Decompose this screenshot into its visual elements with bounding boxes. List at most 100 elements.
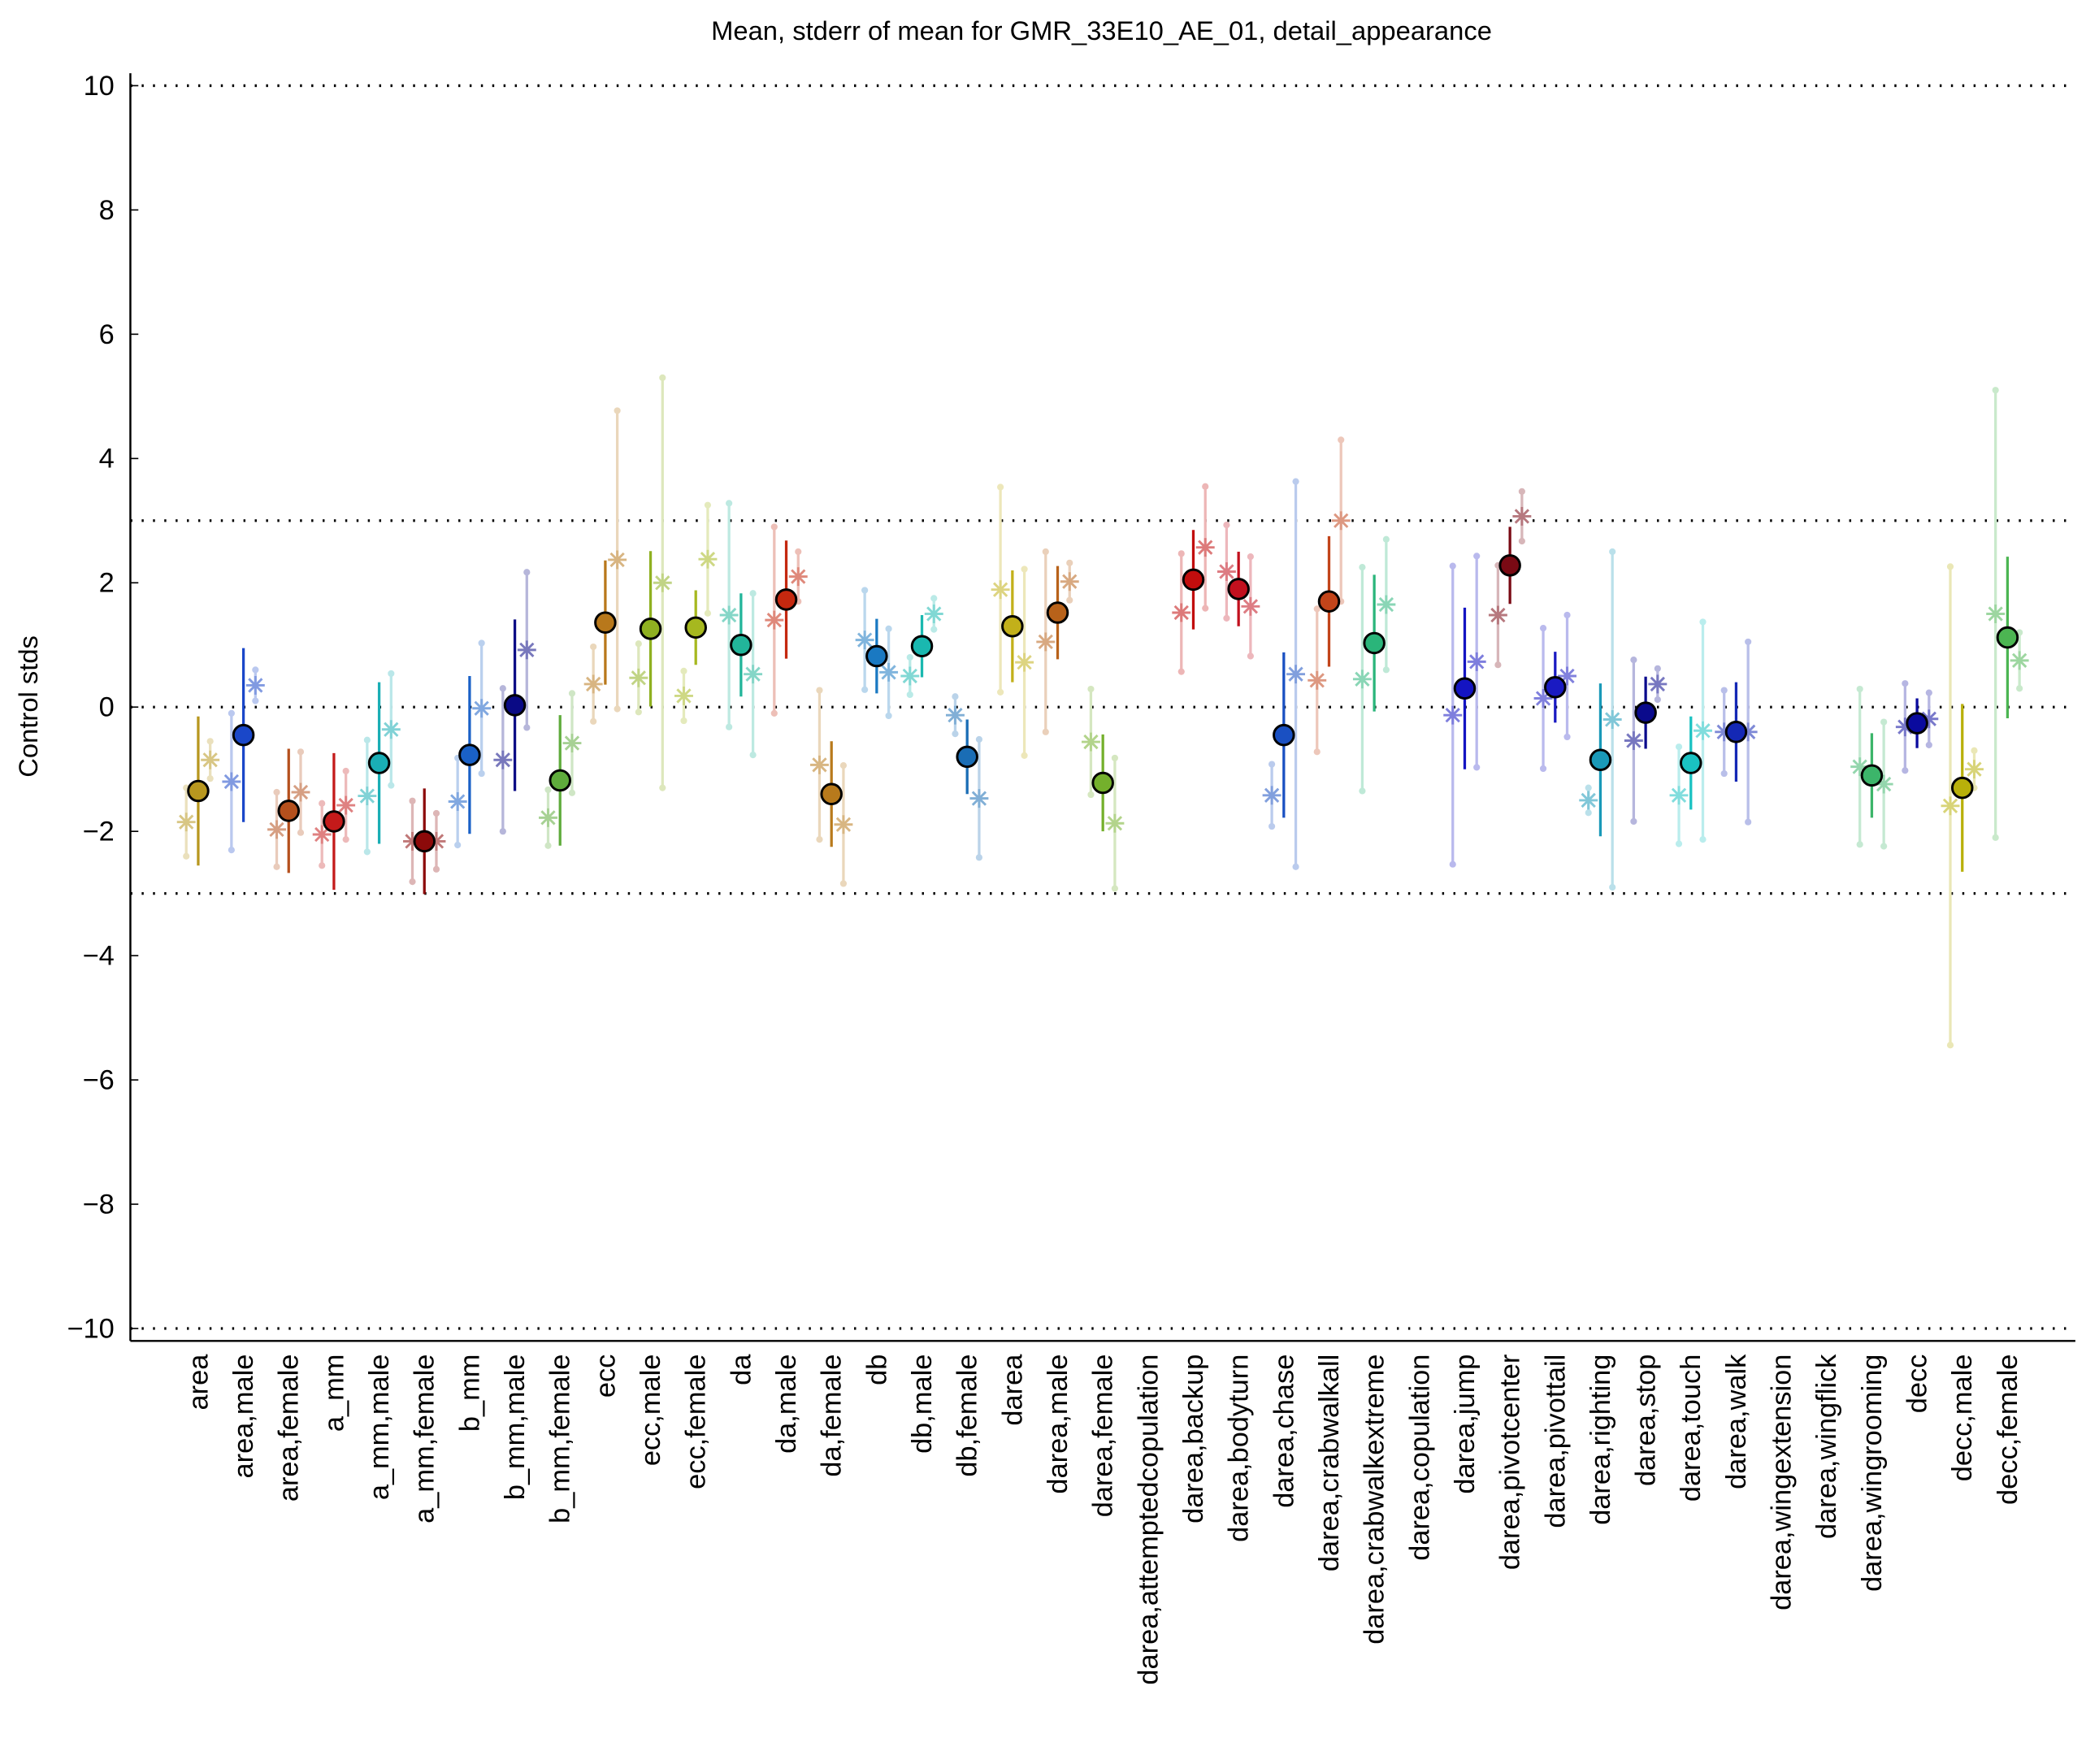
sub-error-cap — [1021, 752, 1028, 759]
star-marker — [1377, 595, 1396, 614]
sub-error-cap — [590, 717, 597, 725]
y-tick-label: −2 — [83, 817, 115, 847]
sub-error-cap — [273, 863, 280, 870]
star-marker — [562, 734, 582, 753]
x-tick-label: darea,touch — [1676, 1354, 1707, 1502]
mean-marker — [1498, 554, 1521, 577]
sub-error-cap — [432, 809, 440, 817]
sub-error-cap — [1880, 843, 1888, 850]
star-marker — [2010, 651, 2029, 670]
x-tick-label: a_mm — [319, 1354, 349, 1432]
sub-error-cap — [1609, 883, 1616, 891]
sub-error-cap — [795, 548, 802, 556]
sub-error-cap — [726, 723, 733, 730]
star-marker — [1308, 670, 1327, 690]
star-marker — [472, 699, 492, 718]
sub-error-cap — [1111, 885, 1118, 892]
star-marker — [1081, 732, 1100, 752]
y-tick-label: −8 — [83, 1190, 115, 1220]
mean-marker — [1046, 601, 1069, 624]
sub-error-cap — [1902, 767, 1909, 774]
sub-error-cap — [319, 862, 326, 869]
mean-marker — [910, 635, 934, 658]
x-tick-label: ecc,female — [681, 1354, 712, 1489]
star-marker — [1262, 786, 1282, 805]
sub-error-cap — [906, 653, 913, 661]
sub-error-cap — [432, 865, 440, 873]
mean-marker — [1680, 752, 1702, 774]
sub-error-cap — [1699, 836, 1707, 843]
x-tick-label: area,male — [228, 1354, 259, 1479]
star-marker — [1172, 603, 1191, 622]
sub-error-cap — [680, 717, 687, 725]
sub-error-cap — [297, 829, 305, 836]
sub-error-cap — [1992, 387, 1999, 394]
star-marker — [245, 675, 265, 695]
x-tick-label: darea,wingflick — [1811, 1354, 1842, 1539]
sub-error-cap — [1268, 822, 1276, 830]
mean-marker — [323, 810, 345, 833]
sub-error-cap — [499, 685, 506, 692]
sub-error-cap — [997, 688, 1004, 696]
x-tick-label: darea,female — [1088, 1354, 1119, 1518]
star-marker — [201, 750, 220, 769]
x-tick-label: area — [183, 1354, 214, 1411]
star-marker — [1624, 731, 1643, 750]
sub-error-cap — [1359, 787, 1366, 795]
mean-marker — [730, 633, 752, 657]
sub-error-cap — [770, 709, 778, 717]
mean-marker — [187, 779, 210, 803]
sub-error-cap — [839, 762, 848, 769]
sub-error-cap — [659, 374, 666, 381]
x-tick-label: ecc,male — [635, 1354, 666, 1467]
sub-error-cap — [297, 748, 305, 756]
sub-error-cap — [1449, 860, 1456, 868]
star-marker — [1488, 605, 1507, 625]
sub-error-cap — [1630, 657, 1637, 664]
sub-error-cap — [1675, 840, 1683, 847]
mean-marker — [1273, 723, 1295, 747]
sub-error-cap — [1382, 535, 1390, 543]
sub-error-cap — [635, 709, 642, 716]
sub-error-cap — [1494, 661, 1502, 669]
star-marker — [653, 573, 672, 592]
sub-error-cap — [1202, 605, 1209, 612]
mean-marker — [458, 743, 481, 766]
sub-error-cap — [704, 609, 712, 617]
sub-error-cap — [1313, 748, 1321, 756]
sub-error-cap — [568, 690, 576, 697]
mean-marker — [503, 694, 527, 717]
sub-error-cap — [1609, 548, 1616, 556]
x-tick-label: darea,stop — [1631, 1354, 1662, 1486]
sub-error-cap — [1066, 596, 1073, 604]
x-tick-label: darea,backup — [1178, 1354, 1209, 1523]
sub-error-cap — [1247, 553, 1254, 561]
sub-error-cap — [635, 640, 642, 648]
star-marker — [698, 549, 718, 569]
star-marker — [674, 686, 693, 705]
sub-error-cap — [726, 500, 733, 507]
mean-marker — [1860, 764, 1884, 787]
star-marker — [1331, 511, 1351, 531]
sub-error-cap — [1745, 638, 1752, 646]
x-tick-label: darea,copulation — [1404, 1354, 1435, 1561]
sub-error-cap — [523, 724, 531, 731]
star-marker — [719, 605, 739, 625]
sub-error-cap — [1021, 566, 1028, 573]
x-tick-label: a_mm,female — [410, 1354, 440, 1523]
star-marker — [1986, 605, 2006, 623]
x-tick-label: darea,crabwalkextreme — [1360, 1354, 1390, 1645]
sub-error-cap — [1473, 764, 1481, 771]
mean-marker — [865, 644, 888, 668]
mean-marker — [1317, 590, 1341, 613]
star-marker — [810, 755, 829, 774]
star-marker — [358, 787, 377, 806]
star-marker — [1216, 562, 1236, 581]
sub-error-cap — [1585, 809, 1592, 817]
sub-error-cap — [680, 667, 687, 674]
sub-error-cap — [816, 687, 823, 694]
x-tick-label: db,female — [952, 1354, 983, 1477]
x-tick-label: area,female — [274, 1354, 305, 1502]
sub-error-cap — [1992, 834, 1999, 841]
